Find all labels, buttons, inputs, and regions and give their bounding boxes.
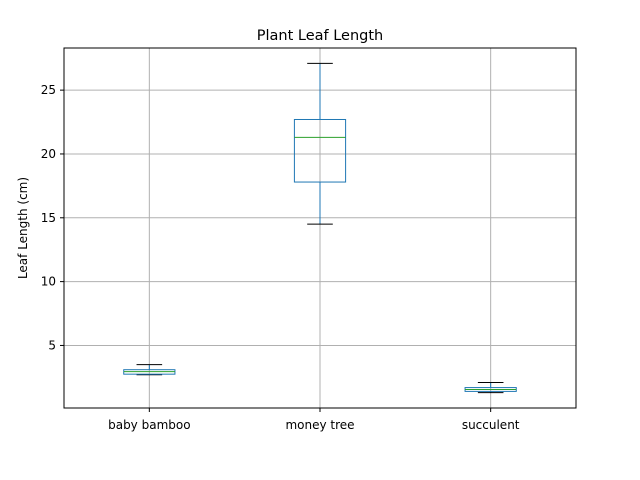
iqr-box bbox=[293, 118, 347, 183]
y-axis-label: Leaf Length (cm) bbox=[16, 177, 30, 279]
y-tick-label: 20 bbox=[41, 147, 56, 161]
chart-title: Plant Leaf Length bbox=[257, 28, 384, 44]
x-tick-label: succulent bbox=[462, 418, 520, 432]
x-tick-label: money tree bbox=[285, 418, 354, 432]
tick-layer: 5 10 15 20 25 baby bamboo money tree succulent bbox=[41, 83, 520, 432]
y-tick-label: 15 bbox=[41, 211, 56, 225]
box-layer bbox=[123, 62, 517, 394]
y-tick-label: 5 bbox=[48, 338, 56, 352]
y-tick-label: 10 bbox=[41, 275, 56, 289]
x-tick-label: baby bamboo bbox=[108, 418, 190, 432]
y-tick-label: 25 bbox=[41, 83, 56, 97]
